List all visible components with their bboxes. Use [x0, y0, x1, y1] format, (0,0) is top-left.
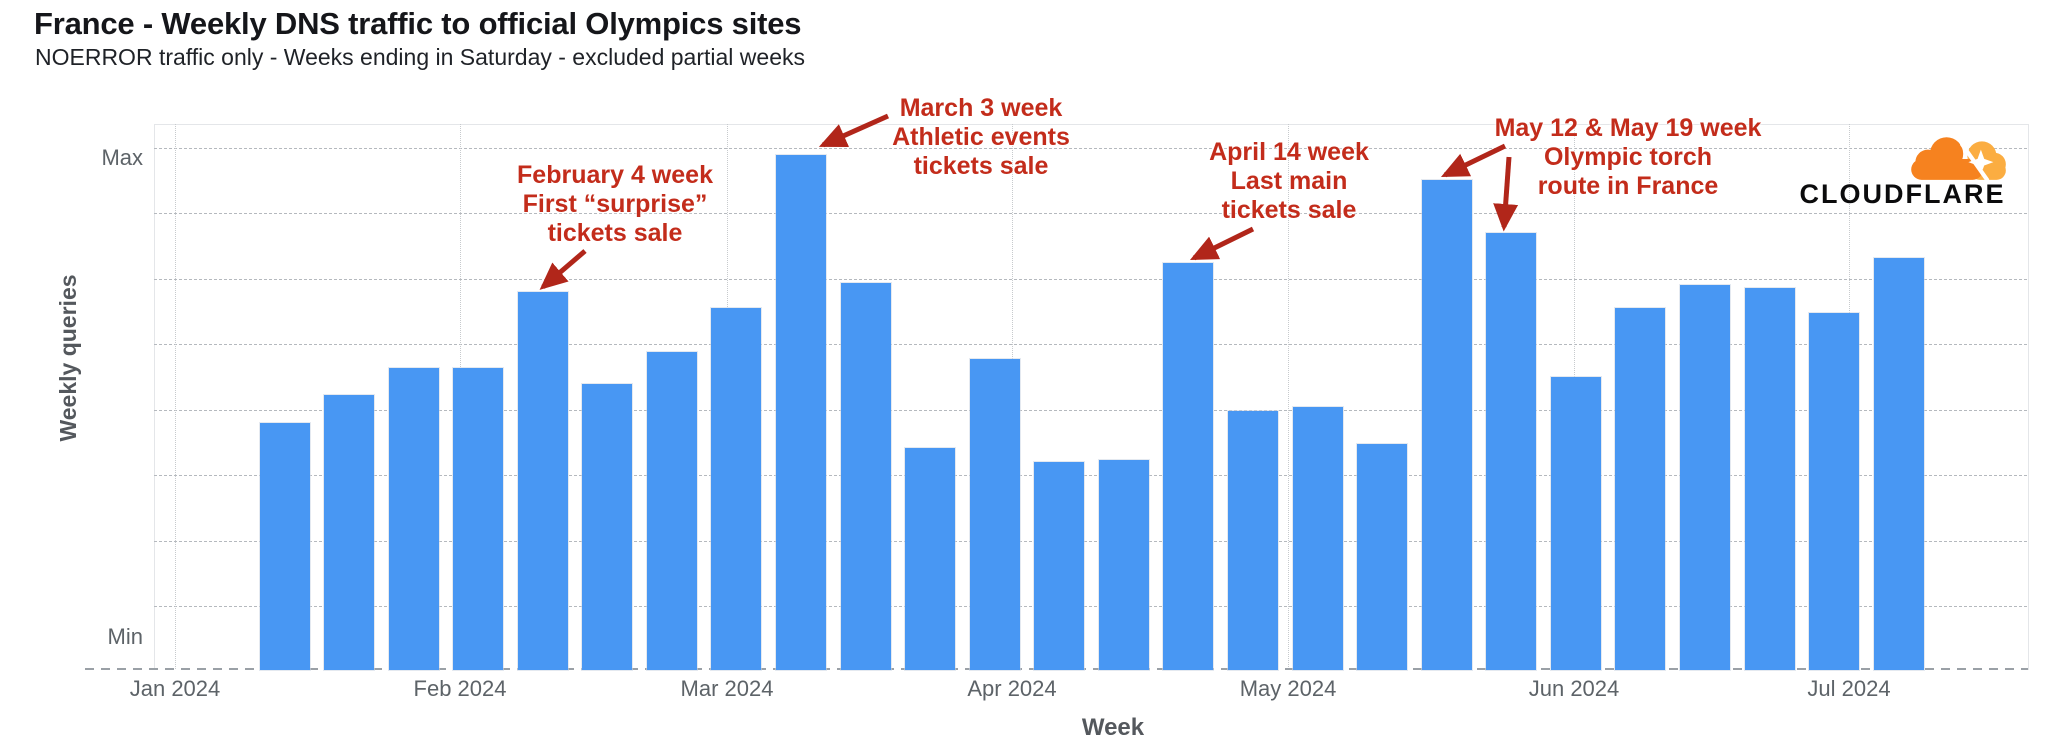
bar-week-ending-May-4 — [1292, 406, 1343, 670]
bar-week-ending-Apr-20 — [1163, 262, 1214, 670]
bar-week-ending-May-11 — [1357, 443, 1408, 670]
x-tick-Mar-2024: Mar 2024 — [680, 676, 774, 701]
bar-week-ending-Feb-24 — [646, 351, 697, 670]
bar-week-ending-Jul-6 — [1873, 257, 1924, 670]
x-tick-Feb-2024: Feb 2024 — [413, 676, 507, 701]
horizontal-gridline — [154, 475, 2027, 476]
bar-week-ending-May-25 — [1486, 232, 1537, 670]
annotation-line: tickets sale — [1221, 196, 1357, 224]
cloudflare-cloud-icon — [1911, 137, 2006, 182]
bar-week-ending-May-18 — [1421, 180, 1472, 670]
x-axis-title: Week — [1081, 714, 1145, 741]
horizontal-gridline — [154, 606, 2027, 607]
annotation-line: May 12 & May 19 week — [1494, 114, 1762, 142]
month-gridline — [175, 124, 176, 669]
bar-week-ending-Apr-6 — [1034, 461, 1085, 670]
bar-week-ending-Apr-27 — [1228, 411, 1279, 670]
bar-week-ending-Feb-17 — [582, 383, 633, 670]
bar-week-ending-Jan-27 — [388, 367, 439, 670]
horizontal-gridline — [154, 344, 2027, 345]
cloudflare-logo: CLOUDFLARE — [1795, 130, 2010, 212]
annotation-line: tickets sale — [913, 152, 1049, 180]
annotation-line: First “surprise” — [522, 190, 708, 218]
bar-week-ending-Jun-8 — [1615, 308, 1666, 670]
horizontal-gridline — [154, 279, 2027, 280]
bar-week-ending-Jun-22 — [1744, 287, 1795, 670]
y-tick-max: Max — [101, 145, 143, 170]
bar-week-ending-Feb-10 — [517, 292, 568, 670]
annotation-line: Athletic events — [892, 123, 1070, 151]
annotation-line: tickets sale — [547, 219, 683, 247]
annotation-apr: April 14 week Last main tickets sale — [1074, 138, 1504, 225]
bar-week-ending-Mar-23 — [905, 448, 956, 670]
bar-week-ending-Jun-29 — [1809, 312, 1860, 670]
bar-week-ending-Jun-15 — [1680, 285, 1731, 670]
annotation-may: May 12 & May 19 week Olympic torch route i… — [1413, 114, 1843, 201]
x-tick-May-2024: May 2024 — [1239, 676, 1337, 701]
horizontal-gridline — [154, 410, 2027, 411]
annotation-line: Olympic torch — [1543, 143, 1713, 171]
annotation-line: Last main — [1230, 167, 1348, 195]
bar-week-ending-Jan-20 — [324, 395, 375, 670]
horizontal-gridline — [154, 541, 2027, 542]
plot-area — [154, 124, 2029, 670]
bar-week-ending-Jan-13 — [259, 422, 310, 670]
horizontal-gridline — [154, 148, 2027, 149]
annotation-line: April 14 week — [1209, 138, 1369, 166]
cloudflare-wordmark: CLOUDFLARE — [1799, 179, 2006, 209]
bar-week-ending-Mar-30 — [969, 358, 1020, 670]
y-tick-min: Min — [107, 624, 143, 649]
annotation-mar: March 3 week Athletic events tickets sale — [766, 94, 1196, 181]
month-gridline — [1288, 124, 1289, 669]
x-tick-Jan-2024: Jan 2024 — [129, 676, 221, 701]
x-tick-Jul-2024: Jul 2024 — [1807, 676, 1891, 701]
bar-week-ending-Mar-16 — [840, 283, 891, 670]
x-tick-Apr-2024: Apr 2024 — [967, 676, 1057, 701]
bar-week-ending-Mar-2 — [711, 308, 762, 670]
annotation-line: March 3 week — [899, 94, 1063, 122]
annotation-line: February 4 week — [517, 161, 713, 189]
annotation-line: route in France — [1537, 172, 1719, 200]
y-axis-title: Weekly queries — [54, 274, 81, 442]
bar-week-ending-Apr-13 — [1098, 459, 1149, 670]
chart-subtitle: NOERROR traffic only - Weeks ending in S… — [35, 44, 805, 70]
horizontal-gridline — [154, 213, 2027, 214]
bar-week-ending-Jun-1 — [1550, 377, 1601, 670]
annotation-feb: February 4 week First “surprise” tickets s… — [400, 161, 830, 248]
chart-title: France - Weekly DNS traffic to official … — [34, 6, 802, 41]
bar-week-ending-Feb-3 — [453, 367, 504, 670]
bar-week-ending-Mar-9 — [776, 154, 827, 670]
x-tick-Jun-2024: Jun 2024 — [1528, 676, 1620, 701]
